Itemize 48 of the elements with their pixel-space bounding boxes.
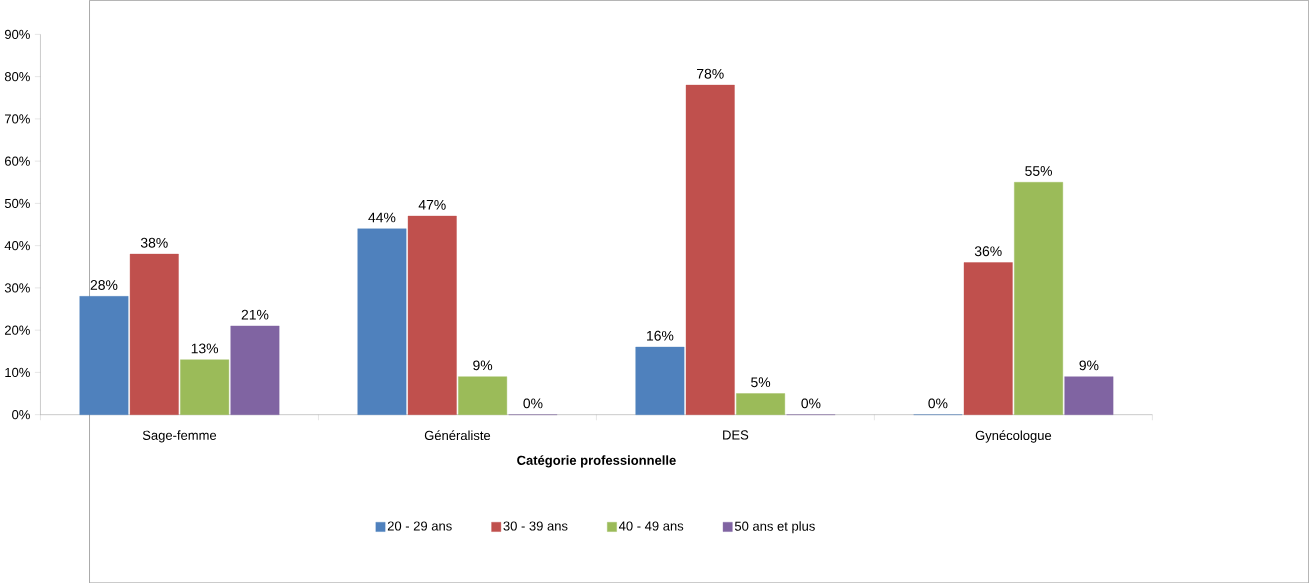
y-tick-label: 10% xyxy=(5,367,30,377)
bar xyxy=(458,376,508,415)
y-tick-label: 20% xyxy=(4,325,30,335)
y-tick-label: 30% xyxy=(4,283,30,293)
data-label: 13% xyxy=(191,343,219,354)
legend-label: 40 - 49 ans xyxy=(618,521,684,531)
data-label: 28% xyxy=(90,279,118,290)
data-label: 78% xyxy=(697,68,724,79)
bar xyxy=(230,325,280,415)
bar xyxy=(635,346,685,415)
bar xyxy=(180,359,230,415)
data-label: 9% xyxy=(473,360,493,371)
legend-label: 30 - 39 ans xyxy=(503,521,568,531)
bar xyxy=(357,228,407,415)
bar xyxy=(79,296,129,415)
bar xyxy=(407,215,457,415)
y-tick-label: 0% xyxy=(12,409,30,420)
x-tick-label: Gynécologue xyxy=(975,430,1052,443)
data-label: 47% xyxy=(418,199,446,210)
bar xyxy=(1064,376,1114,415)
data-label: 0% xyxy=(523,398,543,409)
y-tick-label: 50% xyxy=(4,198,30,208)
y-tick-label: 90% xyxy=(4,29,30,39)
bar xyxy=(963,262,1013,415)
data-label: 9% xyxy=(1079,360,1099,371)
data-label: 55% xyxy=(1025,165,1052,176)
data-label: 0% xyxy=(801,398,821,409)
x-tick-label: DES xyxy=(723,430,749,440)
data-label: 16% xyxy=(647,330,674,341)
data-label: 5% xyxy=(751,377,771,388)
y-tick-label: 70% xyxy=(5,114,30,124)
y-tick-label: 60% xyxy=(4,156,30,166)
x-axis-title: Catégorie professionnelle xyxy=(517,455,676,468)
y-tick-label: 40% xyxy=(4,240,30,251)
legend-label: 20 - 29 ans xyxy=(387,521,452,531)
data-label: 44% xyxy=(368,212,396,223)
bar xyxy=(685,84,735,415)
data-label: 0% xyxy=(928,398,948,409)
y-tick-label: 80% xyxy=(4,71,30,82)
data-label: 21% xyxy=(241,309,269,320)
x-tick-label: Généraliste xyxy=(424,430,491,440)
data-label: 38% xyxy=(140,237,168,248)
bar xyxy=(736,393,786,415)
legend-label: 50 ans et plus xyxy=(734,521,815,534)
x-tick-label: Sage-femme xyxy=(142,430,217,443)
bar xyxy=(129,253,179,415)
data-label: 36% xyxy=(974,246,1002,257)
bar xyxy=(1014,181,1063,415)
